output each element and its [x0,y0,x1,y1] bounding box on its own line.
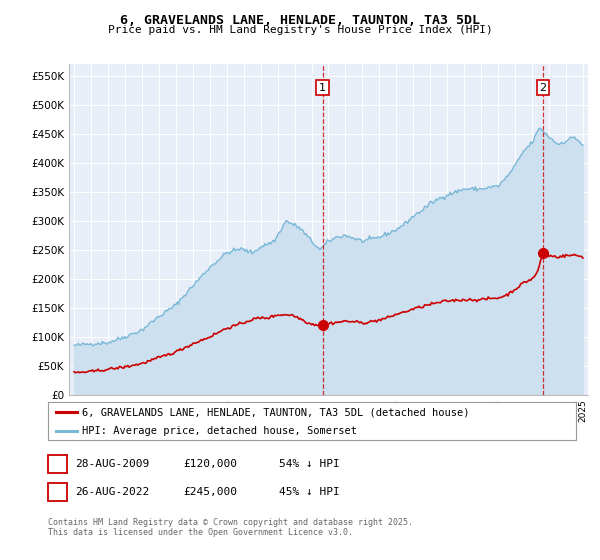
Text: Price paid vs. HM Land Registry's House Price Index (HPI): Price paid vs. HM Land Registry's House … [107,25,493,35]
Text: 2: 2 [54,485,61,498]
Text: 54% ↓ HPI: 54% ↓ HPI [279,459,340,469]
Text: 2: 2 [539,82,547,92]
Text: Contains HM Land Registry data © Crown copyright and database right 2025.
This d: Contains HM Land Registry data © Crown c… [48,518,413,538]
Text: £245,000: £245,000 [183,487,237,497]
Text: 26-AUG-2022: 26-AUG-2022 [75,487,149,497]
Text: 28-AUG-2009: 28-AUG-2009 [75,459,149,469]
Text: 1: 1 [319,82,326,92]
Text: 6, GRAVELANDS LANE, HENLADE, TAUNTON, TA3 5DL: 6, GRAVELANDS LANE, HENLADE, TAUNTON, TA… [120,14,480,27]
Text: £120,000: £120,000 [183,459,237,469]
Text: HPI: Average price, detached house, Somerset: HPI: Average price, detached house, Some… [82,426,358,436]
Text: 1: 1 [54,457,61,470]
Text: 45% ↓ HPI: 45% ↓ HPI [279,487,340,497]
Text: 6, GRAVELANDS LANE, HENLADE, TAUNTON, TA3 5DL (detached house): 6, GRAVELANDS LANE, HENLADE, TAUNTON, TA… [82,407,470,417]
